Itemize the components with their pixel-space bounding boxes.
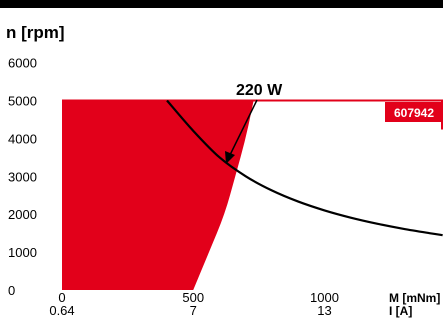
x-tick-labels: 0 500 1000 0.64 7 13 bbox=[49, 290, 339, 318]
x-tick-label-torque: 500 bbox=[182, 290, 204, 305]
annotation-arrow-head bbox=[225, 151, 235, 164]
y-axis-title: n [rpm] bbox=[6, 23, 65, 42]
y-tick-label: 0 bbox=[8, 283, 15, 298]
y-tick-label: 1000 bbox=[8, 245, 37, 260]
annotation-arrow-line bbox=[228, 99, 258, 158]
y-tick-label: 2000 bbox=[8, 207, 37, 222]
y-tick-label: 3000 bbox=[8, 169, 37, 184]
y-tick-label: 5000 bbox=[8, 94, 37, 109]
power-annotation: 220 W bbox=[236, 82, 283, 99]
x-axis-label-current: I [A] bbox=[389, 304, 412, 318]
y-tick-label: 4000 bbox=[8, 131, 37, 146]
part-number-text: 607942 bbox=[394, 106, 434, 120]
plot-top-border bbox=[62, 99, 443, 102]
y-tick-labels: 0 1000 2000 3000 4000 5000 6000 bbox=[8, 56, 37, 298]
x-axis-label-torque: M [mNm] bbox=[389, 291, 440, 305]
x-tick-label-current: 7 bbox=[190, 303, 197, 318]
annotation-arrow bbox=[225, 99, 258, 164]
x-tick-label-current: 0.64 bbox=[49, 303, 74, 318]
power-limit-curve bbox=[166, 100, 443, 237]
x-tick-label-current: 13 bbox=[317, 303, 331, 318]
x-tick-label-torque: 1000 bbox=[310, 290, 339, 305]
top-bar bbox=[0, 0, 443, 8]
y-tick-label: 6000 bbox=[8, 56, 37, 71]
operating-range-area bbox=[62, 100, 254, 290]
x-tick-label-torque: 0 bbox=[58, 290, 65, 305]
part-number-badge bbox=[385, 102, 443, 122]
